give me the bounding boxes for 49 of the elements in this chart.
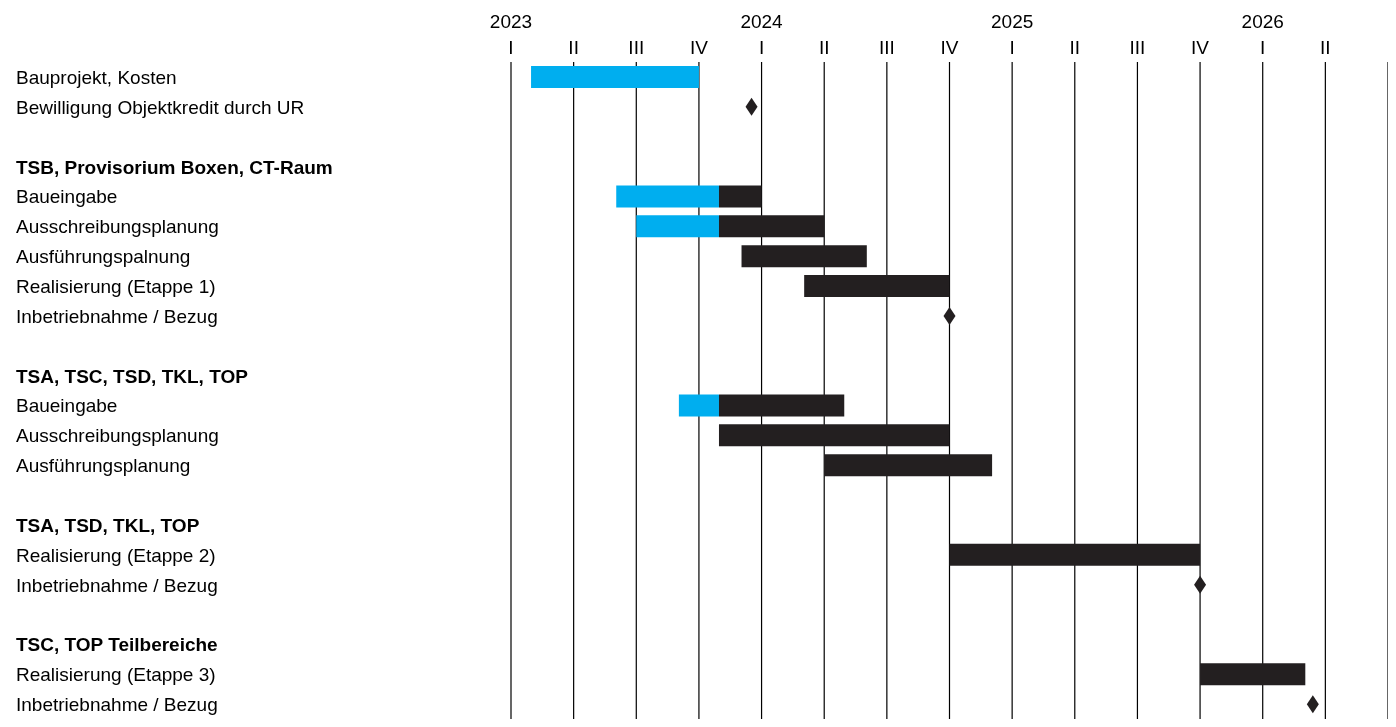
bar <box>804 275 950 298</box>
bar <box>949 543 1201 566</box>
bar <box>824 454 993 477</box>
text: I <box>758 37 765 58</box>
x-tick-label: 2026 <box>1241 11 1284 32</box>
y-tick-label: Ausschreibungsplanung <box>16 216 219 238</box>
text: IV <box>689 37 709 58</box>
text: II <box>1069 37 1081 58</box>
text: I <box>508 37 514 58</box>
text: III <box>628 37 645 58</box>
y-tick-label: Realisierung (Etappe 2) <box>16 544 216 566</box>
y-tick-label: Ausführungspalnung <box>16 246 191 268</box>
bar <box>616 185 719 208</box>
y-tick-label: Bewilligung Objektkredit durch UR <box>16 96 305 118</box>
text: II <box>818 37 830 58</box>
bar <box>678 394 719 417</box>
y-tick-label: Baueingabe <box>16 186 118 208</box>
text: IV <box>1191 37 1210 58</box>
y-tick-label: TSB, Provisorium Boxen, CT-Raum <box>16 156 333 178</box>
text: II <box>1320 37 1331 58</box>
bar <box>531 66 699 88</box>
y-tick-label: Inbetriebnahme / Bezug <box>16 574 218 596</box>
bar <box>718 424 950 447</box>
text: III <box>1129 37 1146 58</box>
y-tick-label: TSA, TSC, TSD, TKL, TOP <box>16 365 249 387</box>
y-tick-label: TSC, TOP Teilbereiche <box>16 634 218 656</box>
y-tick-label: Realisierung (Etappe 3) <box>16 664 216 686</box>
bar <box>718 185 762 208</box>
bar <box>636 215 719 238</box>
bar <box>1200 663 1306 686</box>
y-tick-label: Realisierung (Etappe 1) <box>16 275 216 297</box>
y-tick-label: Baueingabe <box>16 395 118 417</box>
x-tick-label: 2023 <box>489 11 533 32</box>
y-tick-label: TSA, TSD, TKL, TOP <box>16 514 200 536</box>
x-tick-label: 2024 <box>740 11 784 32</box>
text: II <box>568 37 579 58</box>
bar <box>718 215 825 238</box>
y-tick-label: Inbetriebnahme / Bezug <box>16 305 218 327</box>
y-tick-label: Bauprojekt, Kosten <box>16 66 177 88</box>
y-tick-label: Inbetriebnahme / Bezug <box>16 694 218 716</box>
bar <box>718 394 845 417</box>
text: I <box>1009 37 1015 58</box>
text: IV <box>940 37 959 58</box>
x-tick-label: 2025 <box>991 11 1034 32</box>
text: III <box>878 37 895 58</box>
y-tick-label: Ausschreibungsplanung <box>16 425 219 447</box>
text: I <box>1260 37 1266 58</box>
bar <box>741 245 867 268</box>
y-tick-label: Ausführungsplanung <box>16 455 191 477</box>
